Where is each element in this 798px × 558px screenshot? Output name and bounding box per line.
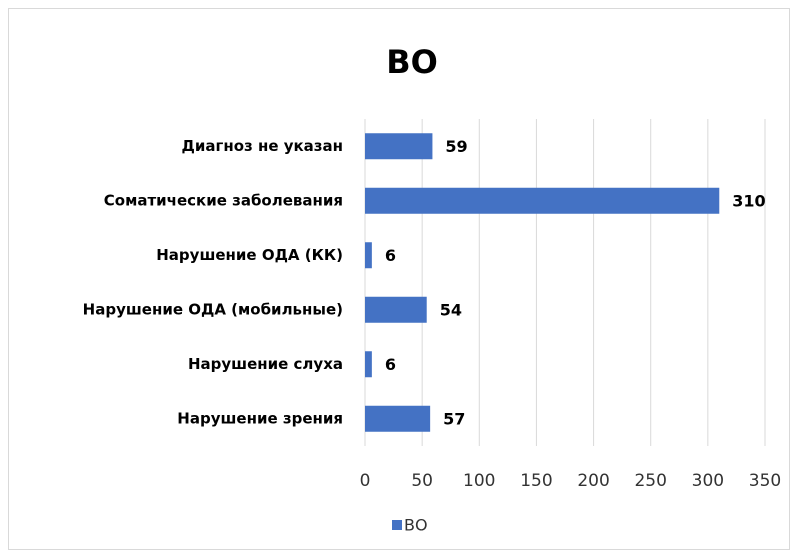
y-tick-label: Диагноз не указан xyxy=(182,137,343,155)
x-tick-label: 200 xyxy=(577,471,609,491)
y-tick-label: Нарушение зрения xyxy=(177,409,343,427)
bar xyxy=(365,351,372,378)
bar xyxy=(365,133,433,160)
value-label: 6 xyxy=(385,355,396,374)
x-tick-label: 250 xyxy=(634,471,666,491)
value-label: 59 xyxy=(445,137,467,156)
value-label: 57 xyxy=(443,409,465,428)
y-tick-label: Нарушение ОДА (мобильные) xyxy=(83,300,343,318)
x-tick-label: 350 xyxy=(749,471,781,491)
legend-swatch xyxy=(392,520,402,530)
bar xyxy=(365,242,372,269)
bar xyxy=(365,296,427,323)
bar xyxy=(365,187,720,214)
chart-border xyxy=(8,8,790,550)
y-tick-label: Нарушение ОДА (КК) xyxy=(156,246,343,264)
value-label: 54 xyxy=(440,300,462,319)
x-tick-label: 100 xyxy=(463,471,495,491)
x-tick-label: 0 xyxy=(360,471,371,491)
x-tick-label: 300 xyxy=(692,471,724,491)
x-tick-label: 50 xyxy=(411,471,433,491)
x-tick-label: 150 xyxy=(520,471,552,491)
chart-title: ВО xyxy=(386,43,438,81)
y-tick-label: Соматические заболевания xyxy=(104,191,343,209)
value-label: 310 xyxy=(732,191,765,210)
bar xyxy=(365,405,431,432)
y-tick-label: Нарушение слуха xyxy=(188,355,343,373)
value-label: 6 xyxy=(385,246,396,265)
legend-label: ВО xyxy=(404,516,428,535)
